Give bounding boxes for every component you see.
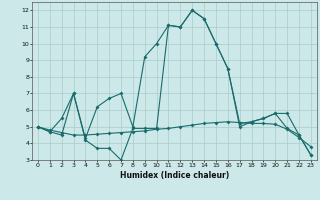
X-axis label: Humidex (Indice chaleur): Humidex (Indice chaleur) — [120, 171, 229, 180]
